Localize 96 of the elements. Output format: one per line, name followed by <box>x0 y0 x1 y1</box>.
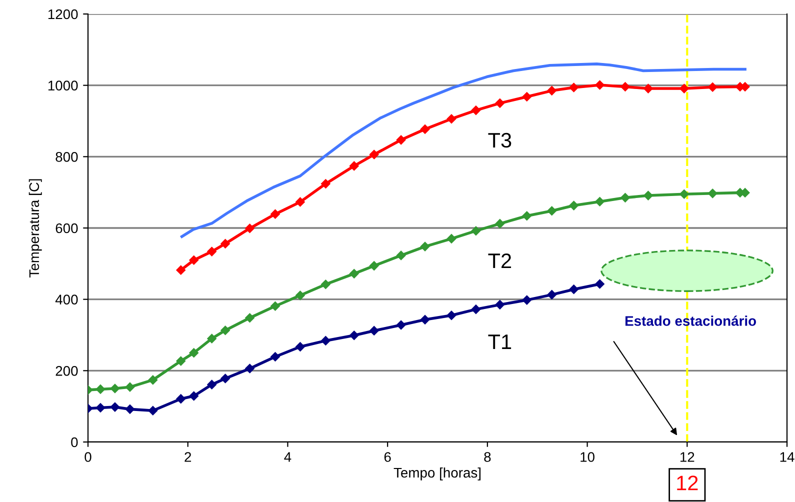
point <box>595 279 604 289</box>
series-label: T3 <box>488 132 512 148</box>
point <box>148 406 158 416</box>
x-tick-label: 8 <box>484 452 491 462</box>
point <box>471 304 481 314</box>
point <box>321 179 330 188</box>
x-tick-label: 10 <box>580 452 594 462</box>
point <box>547 86 556 96</box>
point <box>207 334 216 344</box>
x-axis-title: Tempo [horas] <box>394 467 481 480</box>
point <box>471 106 481 115</box>
point <box>349 269 359 278</box>
point <box>96 403 106 412</box>
point <box>569 284 578 294</box>
point <box>495 300 505 310</box>
x-tick-label: 6 <box>384 452 391 462</box>
point <box>396 320 406 330</box>
point <box>595 196 604 206</box>
point <box>708 188 718 198</box>
ref-line-label: 12 <box>677 476 698 490</box>
point <box>547 290 556 300</box>
point <box>522 92 532 102</box>
point <box>176 394 186 404</box>
y-tick-label: 200 <box>56 366 78 376</box>
y-tick-label: 0 <box>71 437 78 448</box>
point <box>369 261 379 270</box>
point <box>125 404 135 414</box>
point <box>148 375 158 385</box>
y-tick-label: 800 <box>56 152 78 162</box>
point <box>270 301 280 311</box>
point <box>220 326 230 335</box>
point <box>270 352 280 362</box>
point <box>495 98 505 108</box>
x-tick-label: 4 <box>284 452 292 462</box>
point <box>420 242 430 252</box>
y-tick-label: 1200 <box>48 9 78 20</box>
point <box>270 209 280 219</box>
y-tick-label: 400 <box>55 294 78 305</box>
point <box>369 326 379 336</box>
point <box>644 190 653 200</box>
point <box>189 348 198 358</box>
x-tick-label: 12 <box>680 452 694 462</box>
point <box>522 211 532 220</box>
point <box>644 84 653 94</box>
point <box>396 250 406 260</box>
x-tick-label: 2 <box>184 452 192 462</box>
point <box>349 161 359 171</box>
point <box>296 290 305 300</box>
point <box>547 206 556 216</box>
point <box>220 239 230 248</box>
point <box>446 234 456 244</box>
point <box>125 382 135 392</box>
point <box>96 384 106 394</box>
point <box>245 224 254 233</box>
annotation: Estado estacionário <box>625 316 756 326</box>
line-series <box>180 62 746 238</box>
point <box>176 265 186 275</box>
point <box>708 82 718 92</box>
point <box>245 313 254 323</box>
point <box>446 310 456 320</box>
point <box>321 336 330 346</box>
point <box>207 380 216 390</box>
point <box>569 82 578 92</box>
point <box>220 374 230 384</box>
point <box>595 80 604 90</box>
point <box>110 402 120 412</box>
point <box>680 84 689 94</box>
point <box>471 226 481 236</box>
point <box>349 330 359 340</box>
x-tick-label: 0 <box>84 452 92 462</box>
point <box>680 189 689 199</box>
point <box>110 384 120 394</box>
point <box>189 391 198 401</box>
point <box>296 197 305 207</box>
point <box>245 364 254 374</box>
y-tick-label: 1000 <box>48 80 78 91</box>
y-axis-title: Temperatura [C] <box>28 179 42 278</box>
point <box>321 280 330 289</box>
point <box>495 219 505 228</box>
series-label: T1 <box>488 334 512 349</box>
series-label: T2 <box>488 253 512 268</box>
point <box>522 295 532 305</box>
point <box>396 135 406 145</box>
point <box>620 193 630 202</box>
point <box>207 246 216 256</box>
x-tick-label: 14 <box>780 452 794 462</box>
point <box>569 200 578 210</box>
point <box>369 150 379 160</box>
point <box>189 255 198 265</box>
point <box>446 114 456 124</box>
point <box>176 356 186 366</box>
point <box>620 82 630 92</box>
point <box>420 315 430 324</box>
point <box>420 124 430 134</box>
y-tick-label: 600 <box>56 223 78 234</box>
point <box>296 342 305 352</box>
